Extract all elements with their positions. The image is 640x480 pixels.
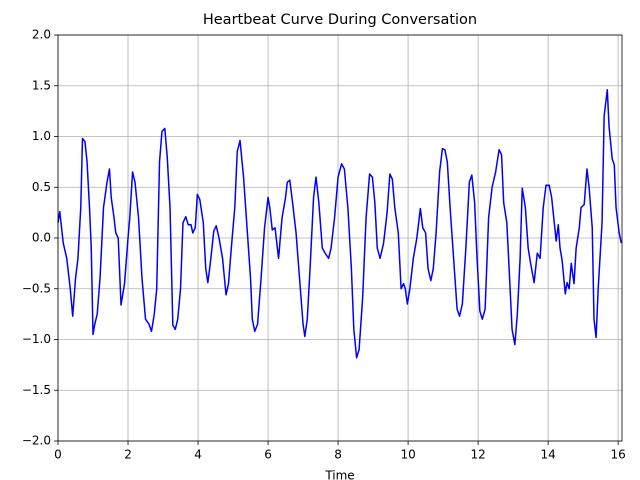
y-tick-label: 1.0: [32, 129, 51, 143]
y-tick-label: −1.0: [22, 332, 51, 346]
x-tick-label: 2: [124, 448, 132, 462]
x-tick-label: 14: [540, 448, 555, 462]
x-tick-label: 16: [611, 448, 626, 462]
chart-title: Heartbeat Curve During Conversation: [203, 12, 477, 28]
y-tick-label: −0.5: [22, 281, 51, 295]
x-tick-label: 10: [400, 448, 415, 462]
x-tick-label: 4: [194, 448, 202, 462]
x-axis-label: Time: [324, 469, 354, 480]
plot-frame: [57, 34, 623, 442]
x-tick-label: 0: [54, 448, 62, 462]
y-tick-label: 2.0: [32, 28, 51, 42]
x-tick-label: 12: [470, 448, 485, 462]
y-tick-label: −1.5: [22, 383, 51, 397]
y-tick-label: 0.5: [32, 180, 51, 194]
y-tick-label: 1.5: [32, 78, 51, 92]
x-tick-label: 8: [334, 448, 342, 462]
x-tick-label: 6: [264, 448, 272, 462]
data-line: [57, 89, 623, 359]
y-tick-label: −2.0: [22, 434, 51, 448]
y-tick-label: 0.0: [32, 231, 51, 245]
